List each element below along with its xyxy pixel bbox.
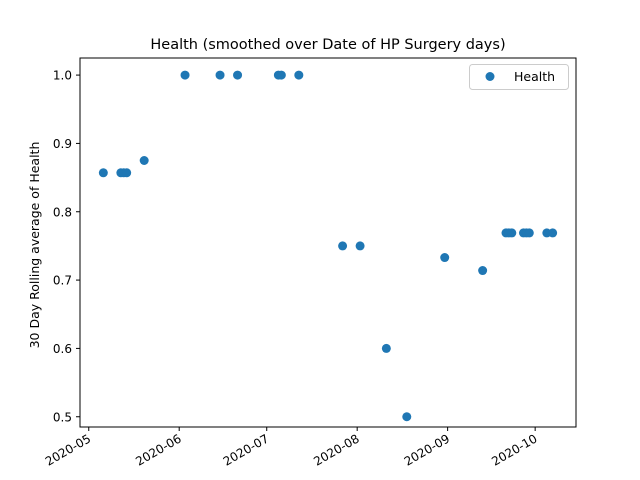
data-point xyxy=(215,70,225,80)
y-tick-label: 0.5 xyxy=(53,410,72,424)
data-point xyxy=(548,228,558,238)
data-point xyxy=(338,241,348,251)
y-tick-label: 1.0 xyxy=(53,69,72,83)
plot-area-frame xyxy=(79,57,577,428)
y-axis-ticks: 0.5 0.6 0.7 0.8 0.9 1.0 xyxy=(53,69,80,424)
data-point xyxy=(180,70,190,80)
legend-marker xyxy=(485,72,495,81)
data-points xyxy=(98,70,558,422)
legend-box xyxy=(469,64,569,90)
data-point xyxy=(524,228,534,238)
y-tick-label: 0.7 xyxy=(53,274,72,288)
data-point xyxy=(98,168,108,178)
data-point xyxy=(478,266,488,276)
data-point xyxy=(507,228,517,238)
y-tick-label: 0.9 xyxy=(53,137,72,151)
legend-label: Health xyxy=(514,69,555,84)
data-point xyxy=(276,70,286,80)
data-point xyxy=(355,241,365,251)
chart-title: Health (smoothed over Date of HP Surgery… xyxy=(150,37,505,53)
data-point xyxy=(440,253,450,263)
data-point xyxy=(139,156,149,165)
data-point xyxy=(381,343,391,353)
data-point xyxy=(122,168,132,178)
y-tick-label: 0.8 xyxy=(53,205,72,219)
y-axis-label: 30 Day Rolling average of Health xyxy=(27,142,42,349)
legend: Health xyxy=(469,64,569,90)
data-point xyxy=(233,70,243,80)
y-tick-label: 0.6 xyxy=(53,342,72,356)
data-point xyxy=(294,70,304,80)
data-point xyxy=(402,412,412,422)
